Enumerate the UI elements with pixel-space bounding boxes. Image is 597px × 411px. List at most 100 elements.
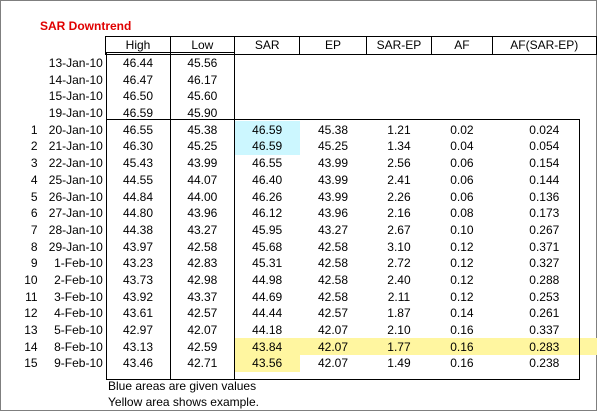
low-cell: 42.58 (187, 239, 218, 254)
af-cell: 0.16 (450, 323, 474, 338)
sar-cell: 46.59 (234, 121, 300, 139)
header-low: Low (169, 36, 236, 55)
sar-cell: 46.26 (252, 189, 283, 204)
sar-cell: 44.18 (252, 323, 283, 338)
af-cell: 0.06 (450, 189, 474, 204)
table-row: 14 8-Feb-10 43.13 42.59 43.84 42.07 1.77 0.16 0.… (0, 338, 597, 356)
date-cell: 8-Feb-10 (54, 339, 103, 354)
af-sar-ep-cell: 0.371 (529, 239, 560, 254)
high-cell: 46.59 (122, 106, 154, 121)
date-cell: 4-Feb-10 (54, 306, 103, 321)
row-number: 14 (24, 339, 38, 354)
af-cell: 0.02 (450, 122, 474, 137)
note-yellow: Yellow area shows example. (108, 395, 259, 409)
table-row: 8 29-Jan-10 43.97 42.58 45.68 42.58 3.10 0.12 0.… (0, 238, 597, 255)
sar-ep-cell: 2.56 (387, 156, 411, 171)
sar-cell: 46.12 (252, 206, 283, 221)
table-row: 12 4-Feb-10 43.61 42.57 44.44 42.57 1.87 0.14 0.… (0, 305, 597, 322)
header-af-sar-ep: AF(SAR-EP) (491, 36, 597, 55)
date-cell: 19-Jan-10 (48, 106, 103, 121)
high-cell: 43.13 (122, 339, 154, 354)
af-cell: 0.12 (450, 272, 474, 287)
af-sar-ep-cell: 0.173 (529, 206, 560, 221)
high-cell: 46.47 (122, 72, 154, 87)
ep-cell: 42.07 (317, 323, 349, 338)
sar-ep-cell: 1.34 (387, 139, 411, 154)
date-cell: 15-Jan-10 (48, 89, 103, 104)
row-number: 13 (24, 323, 38, 338)
high-cell: 46.44 (122, 56, 154, 71)
af-cell: 0.12 (450, 289, 474, 304)
ep-cell: 45.38 (317, 122, 349, 137)
af-cell: 0.12 (450, 239, 474, 254)
af-sar-ep-cell: 0.238 (529, 356, 560, 371)
table-row: 7 28-Jan-10 44.38 43.27 45.95 43.27 2.67 0.10 0.… (0, 222, 597, 239)
ep-cell: 42.58 (317, 289, 349, 304)
high-cell: 44.84 (122, 189, 154, 204)
high-cell: 43.92 (122, 289, 154, 304)
sar-ep-cell: 2.16 (387, 206, 411, 221)
ep-cell: 43.99 (317, 172, 349, 187)
low-cell: 45.25 (187, 139, 218, 154)
low-cell: 45.56 (187, 56, 218, 71)
sar-cell: 43.56 (234, 355, 300, 372)
date-cell: 20-Jan-10 (48, 122, 103, 137)
af-sar-ep-cell: 0.327 (529, 256, 560, 271)
table-row: 14-Jan-10 46.47 46.17 (0, 71, 597, 88)
low-cell: 45.38 (187, 122, 218, 137)
table-row: 15 9-Feb-10 43.46 42.71 43.56 42.07 1.49 0.16 0.… (0, 355, 597, 372)
af-cell: 0.16 (431, 338, 493, 356)
sar-cell: 43.84 (234, 338, 300, 356)
row-number: 4 (30, 172, 38, 187)
high-cell: 45.43 (122, 156, 154, 171)
ep-cell: 43.27 (317, 222, 349, 237)
header-sar-ep: SAR-EP (365, 36, 433, 55)
table-row: 9 1-Feb-10 43.23 42.83 45.31 42.58 2.72 0.12 0.3… (0, 255, 597, 272)
row-number: 6 (30, 206, 38, 221)
high-cell: 46.30 (122, 139, 154, 154)
sar-cell: 44.98 (252, 272, 283, 287)
sar-ep-cell: 2.67 (387, 222, 411, 237)
row-number: 10 (24, 272, 38, 287)
date-cell: 13-Jan-10 (48, 55, 103, 70)
low-cell: 42.57 (187, 306, 218, 321)
af-cell: 0.10 (450, 222, 474, 237)
af-cell: 0.14 (450, 306, 474, 321)
table-row: 2 21-Jan-10 46.30 45.25 46.59 45.25 1.34 0.04 0.… (0, 138, 597, 155)
low-cell: 44.07 (187, 172, 218, 187)
row-number: 11 (25, 289, 38, 304)
sar-ep-cell: 1.49 (387, 356, 411, 371)
date-cell: 3-Feb-10 (54, 289, 103, 304)
high-cell: 44.55 (122, 172, 154, 187)
table-row: 3 22-Jan-10 45.43 43.99 46.55 43.99 2.56 0.06 0.… (0, 155, 597, 172)
af-cell: 0.04 (450, 139, 474, 154)
table-row: 1 20-Jan-10 46.55 45.38 46.59 45.38 1.21 0.02 0.… (0, 121, 597, 139)
sar-cell: 45.68 (252, 239, 283, 254)
date-cell: 28-Jan-10 (48, 222, 103, 237)
high-cell: 42.97 (122, 323, 154, 338)
table-row: 13 5-Feb-10 42.97 42.07 44.18 42.07 2.10 0.16 0.… (0, 322, 597, 339)
sar-ep-cell: 3.10 (387, 239, 411, 254)
table-row: 6 27-Jan-10 44.80 43.96 46.12 43.96 2.16 0.08 0.… (0, 205, 597, 222)
low-cell: 43.37 (187, 289, 218, 304)
ep-cell: 43.99 (317, 189, 349, 204)
high-cell: 43.23 (122, 256, 154, 271)
row-number: 3 (30, 156, 38, 171)
date-cell: 5-Feb-10 (54, 323, 103, 338)
low-cell: 42.98 (187, 272, 218, 287)
header-sar: SAR (234, 36, 301, 55)
ep-cell: 42.07 (299, 338, 367, 356)
af-sar-ep-cell: 0.024 (529, 122, 560, 137)
row-number: 15 (24, 356, 38, 371)
header-af: AF (431, 36, 493, 55)
af-cell: 0.06 (450, 156, 474, 171)
date-cell: 25-Jan-10 (48, 172, 103, 187)
high-cell: 43.61 (122, 306, 154, 321)
ep-cell: 43.96 (317, 206, 349, 221)
table-row: 10 2-Feb-10 43.73 42.98 44.98 42.58 2.40 0.12 0.… (0, 272, 597, 289)
header-high: High (105, 36, 171, 55)
date-cell: 1-Feb-10 (54, 256, 103, 271)
sar-cell: 44.44 (252, 306, 283, 321)
sar-cell: 45.95 (252, 222, 283, 237)
sar-cell: 44.69 (252, 289, 283, 304)
